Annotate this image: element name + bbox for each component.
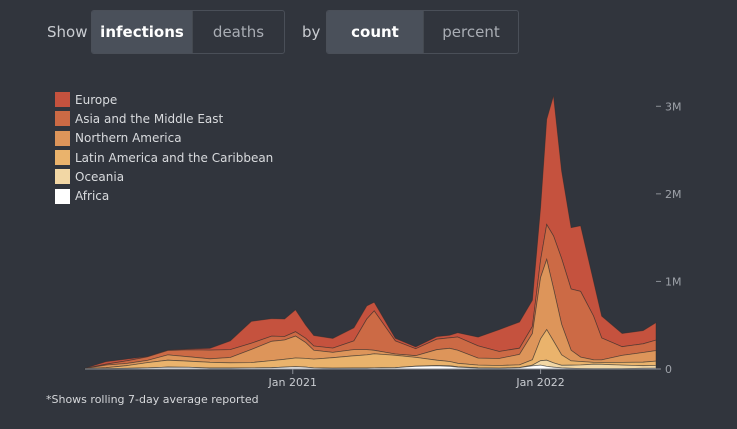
- controls-bar: Show infections deaths by count percent: [0, 10, 737, 54]
- metric-toggle: infections deaths: [91, 10, 285, 54]
- legend-label: Northern America: [75, 131, 182, 146]
- legend-swatch: [55, 188, 70, 204]
- x-tick-label: Jan 2022: [515, 376, 564, 389]
- mode-toggle: count percent: [326, 10, 519, 54]
- legend-label: Latin America and the Caribbean: [75, 150, 274, 165]
- y-tick-label: 1M: [665, 275, 682, 288]
- legend-swatch: [55, 111, 70, 127]
- by-label: by: [302, 23, 321, 41]
- legend-item-europe[interactable]: Europe: [55, 90, 273, 109]
- legend-item-oceania[interactable]: Oceania: [55, 167, 273, 186]
- legend-swatch: [55, 130, 70, 146]
- y-tick-label: 3M: [665, 100, 682, 113]
- deaths-button[interactable]: deaths: [192, 11, 284, 53]
- footnote: *Shows rolling 7-day average reported: [46, 393, 259, 406]
- legend-label: Oceania: [75, 169, 125, 184]
- legend-item-latin-america-and-the-caribbean[interactable]: Latin America and the Caribbean: [55, 148, 273, 167]
- chart-legend: Europe Asia and the Middle East Northern A…: [55, 90, 273, 206]
- x-tick-label: Jan 2021: [268, 376, 317, 389]
- show-label: Show: [47, 23, 88, 41]
- y-tick-label: 2M: [665, 188, 682, 201]
- legend-swatch: [55, 150, 70, 166]
- legend-item-asia-and-the-middle-east[interactable]: Asia and the Middle East: [55, 109, 273, 128]
- legend-label: Europe: [75, 92, 118, 107]
- legend-label: Africa: [75, 189, 110, 204]
- legend-label: Asia and the Middle East: [75, 111, 224, 126]
- legend-item-africa[interactable]: Africa: [55, 186, 273, 205]
- legend-item-northern-america[interactable]: Northern America: [55, 129, 273, 148]
- count-button[interactable]: count: [327, 11, 423, 53]
- infections-button[interactable]: infections: [92, 11, 192, 53]
- legend-swatch: [55, 92, 70, 108]
- percent-button[interactable]: percent: [423, 11, 518, 53]
- y-tick-label: 0: [665, 363, 672, 376]
- legend-swatch: [55, 169, 70, 185]
